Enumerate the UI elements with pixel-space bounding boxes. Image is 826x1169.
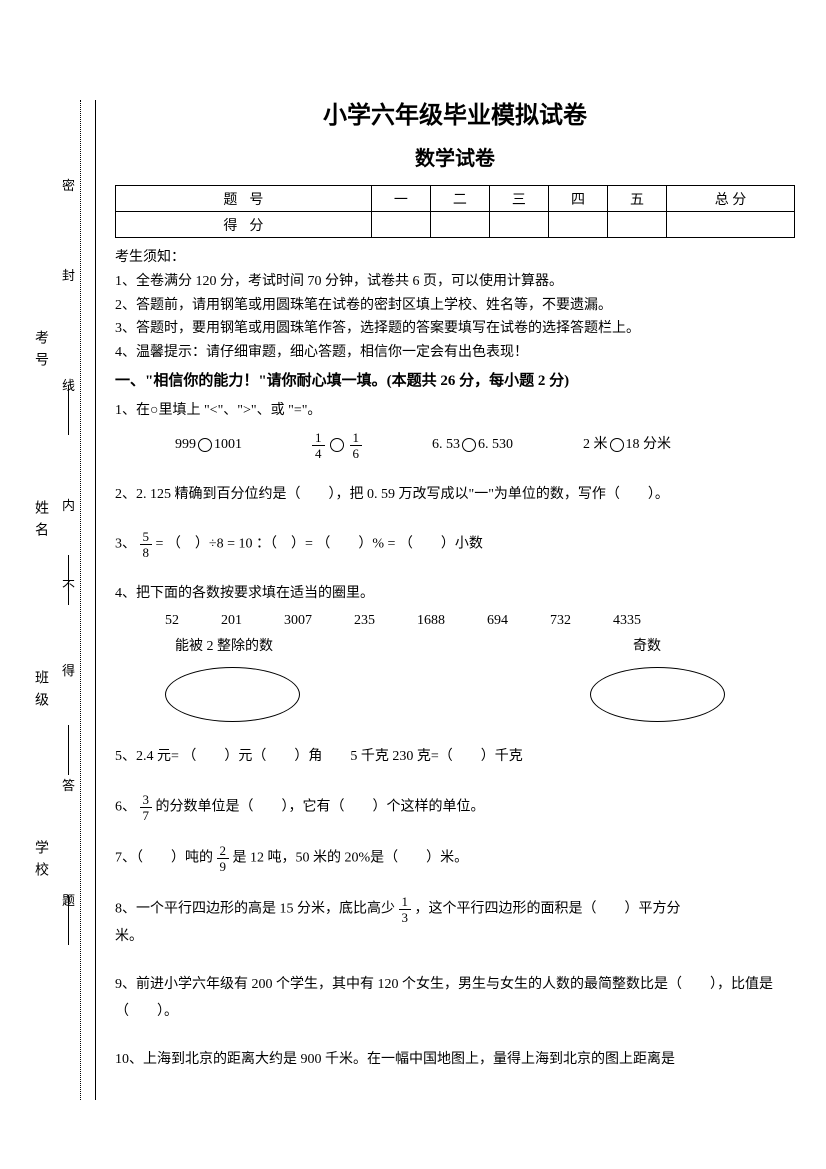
q7-rest: 是 12 吨，50 米的 20%是（ ）米。 [233, 850, 469, 865]
fraction: 16 [350, 431, 363, 460]
main-content: 小学六年级毕业模拟试卷 数学试卷 题号 一 二 三 四 五 总 分 得分 考生须… [115, 95, 795, 1096]
question-1: 1、在○里填上 "<"、">"、或 "="。 9991001 14 16 6. … [115, 398, 795, 460]
question-8: 8、一个平行四边形的高是 15 分米，底比高少 13 ，这个平行四边形的面积是（… [115, 895, 795, 951]
circle-blank[interactable] [330, 438, 344, 452]
table-header-label: 题号 [116, 186, 372, 212]
circle-blank[interactable] [462, 438, 476, 452]
question-3: 3、 58 = （ ）÷8 = 10 ：（ ）= （ ）% = （ ）小数 [115, 530, 795, 559]
q1-items-row: 9991001 14 16 6. 536. 530 2 米18 分米 [115, 431, 795, 460]
binding-solid-line [95, 100, 96, 1100]
question-7: 7、（ ）吨的 29 是 12 吨，50 米的 20%是（ ）米。 [115, 844, 795, 873]
q4-number: 3007 [284, 608, 312, 635]
question-9: 9、前进小学六年级有 200 个学生，其中有 120 个女生，男生与女生的人数的… [115, 972, 795, 1025]
oval-odd[interactable] [590, 667, 725, 722]
q4-numbers-row: 52 201 3007 235 1688 694 732 4335 [115, 608, 795, 635]
margin-label-examno: 考号 [30, 330, 50, 374]
table-cell: 四 [548, 186, 607, 212]
margin-label-name: 姓名 [30, 500, 50, 544]
q4-number: 1688 [417, 608, 445, 635]
table-cell-blank[interactable] [667, 212, 795, 238]
q3-rest: = （ ）÷8 = 10 ：（ ）= （ ）% = （ ）小数 [156, 537, 483, 552]
table-row: 得分 [116, 212, 795, 238]
fraction: 14 [312, 431, 325, 460]
fraction: 58 [140, 530, 153, 559]
q3-prefix: 3、 [115, 537, 136, 552]
q4-labels-row: 能被 2 整除的数 奇数 [115, 634, 795, 661]
q4-number: 235 [354, 608, 375, 635]
table-cell: 一 [371, 186, 430, 212]
fraction: 29 [217, 844, 230, 873]
circle-blank[interactable] [198, 438, 212, 452]
notice-item: 3、答题时，要用钢笔或用圆珠笔作答，选择题的答案要填写在试卷的选择答题栏上。 [115, 317, 795, 341]
seal-char: 题 [62, 890, 75, 909]
q1-item-b: 14 16 [312, 431, 362, 460]
exam-subtitle: 数学试卷 [115, 142, 795, 171]
seal-char: 密 [62, 175, 75, 194]
notice-item: 1、全卷满分 120 分，考试时间 70 分钟，试卷共 6 页，可以使用计算器。 [115, 270, 795, 294]
oval-even[interactable] [165, 667, 300, 722]
question-6: 6、 37 的分数单位是（ ），它有（ ）个这样的单位。 [115, 793, 795, 822]
q1-item-d: 2 米18 分米 [583, 432, 671, 459]
q8-prefix: 8、一个平行四边形的高是 15 分米，底比高少 [115, 901, 395, 916]
circle-blank[interactable] [610, 438, 624, 452]
table-row: 题号 一 二 三 四 五 总 分 [116, 186, 795, 212]
q6-prefix: 6、 [115, 799, 136, 814]
margin-label-class: 班级 [30, 670, 50, 714]
table-cell: 二 [430, 186, 489, 212]
fraction: 13 [399, 895, 412, 924]
q4-text: 4、把下面的各数按要求填在适当的圈里。 [115, 581, 795, 608]
q8-line2: 米。 [115, 924, 795, 951]
question-10: 10、上海到北京的距离大约是 900 千米。在一幅中国地图上，量得上海到北京的图… [115, 1047, 795, 1074]
table-cell-blank[interactable] [607, 212, 666, 238]
table-score-label: 得分 [116, 212, 372, 238]
seal-char: 线 [62, 375, 75, 394]
margin-underline [68, 725, 69, 775]
q4-ovals-row [115, 667, 795, 722]
q4-number: 52 [165, 608, 179, 635]
question-4: 4、把下面的各数按要求填在适当的圈里。 52 201 3007 235 1688… [115, 581, 795, 722]
q7-prefix: 7、（ ）吨的 [115, 850, 213, 865]
seal-char: 答 [62, 775, 75, 794]
table-cell: 三 [489, 186, 548, 212]
notice-block: 考生须知： 1、全卷满分 120 分，考试时间 70 分钟，试卷共 6 页，可以… [115, 246, 795, 365]
table-cell-blank[interactable] [430, 212, 489, 238]
q4-label-even: 能被 2 整除的数 [175, 634, 273, 661]
table-cell: 总 分 [667, 186, 795, 212]
notice-item: 4、温馨提示：请仔细审题，细心答题，相信你一定会有出色表现！ [115, 341, 795, 365]
q4-number: 201 [221, 608, 242, 635]
q4-number: 694 [487, 608, 508, 635]
binding-dotted-line [80, 100, 81, 1100]
question-5: 5、2.4 元= （ ）元（ ）角 5 千克 230 克=（ ）千克 [115, 744, 795, 771]
q4-number: 732 [550, 608, 571, 635]
table-cell: 五 [607, 186, 666, 212]
question-2: 2、2. 125 精确到百分位约是（ ），把 0. 59 万改写成以"一"为单位… [115, 482, 795, 509]
table-cell-blank[interactable] [489, 212, 548, 238]
seal-char: 得 [62, 660, 75, 679]
notice-item: 2、答题前，请用钢笔或用圆珠笔在试卷的密封区填上学校、姓名等，不要遗漏。 [115, 294, 795, 318]
q4-label-odd: 奇数 [633, 634, 661, 661]
notice-header: 考生须知： [115, 246, 795, 270]
fraction: 37 [140, 793, 153, 822]
score-table: 题号 一 二 三 四 五 总 分 得分 [115, 185, 795, 238]
margin-label-school: 学校 [30, 840, 50, 884]
table-cell-blank[interactable] [548, 212, 607, 238]
seal-char: 封 [62, 265, 75, 284]
margin-labels-container: 考号 姓名 班级 学校 [20, 100, 55, 1100]
q1-item-a: 9991001 [175, 432, 242, 459]
q6-rest: 的分数单位是（ ），它有（ ）个这样的单位。 [156, 799, 485, 814]
q1-text: 1、在○里填上 "<"、">"、或 "="。 [115, 398, 795, 425]
q4-number: 4335 [613, 608, 641, 635]
seal-char: 内 [62, 495, 75, 514]
q1-item-c: 6. 536. 530 [432, 432, 513, 459]
table-cell-blank[interactable] [371, 212, 430, 238]
section-1-title: 一、"相信你的能力！"请你耐心填一填。(本题共 26 分，每小题 2 分) [115, 369, 795, 390]
seal-char: 不 [62, 575, 75, 594]
exam-title: 小学六年级毕业模拟试卷 [115, 95, 795, 130]
q8-rest: ，这个平行四边形的面积是（ ）平方分 [415, 901, 681, 916]
